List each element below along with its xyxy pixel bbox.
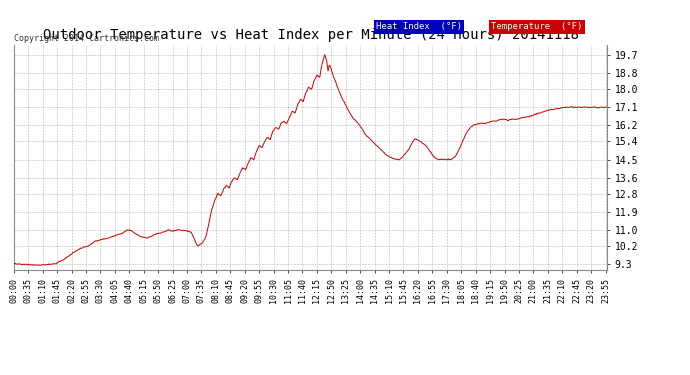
Text: Heat Index  (°F): Heat Index (°F)	[376, 22, 462, 32]
Text: Copyright 2014 Cartronics.com: Copyright 2014 Cartronics.com	[14, 34, 159, 43]
Text: Temperature  (°F): Temperature (°F)	[491, 22, 583, 32]
Title: Outdoor Temperature vs Heat Index per Minute (24 Hours) 20141118: Outdoor Temperature vs Heat Index per Mi…	[43, 28, 578, 42]
